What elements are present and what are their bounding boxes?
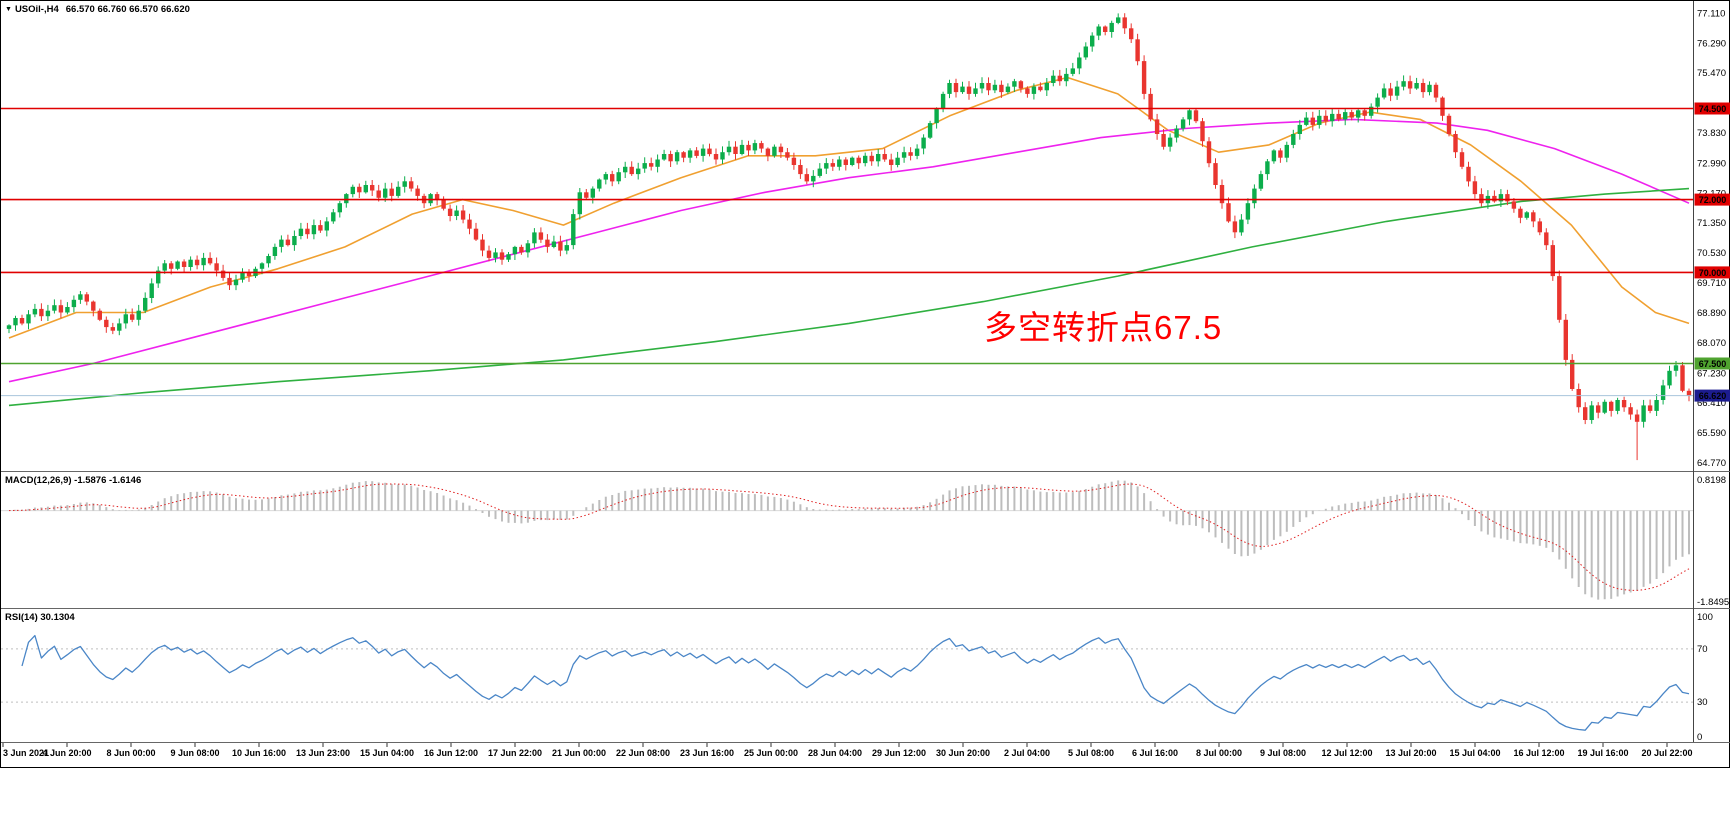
price-chip — [1694, 357, 1730, 370]
time-axis-label: 10 Jun 16:00 — [232, 748, 286, 758]
price-tick-label: 69.710 — [1697, 278, 1726, 289]
chart-annotation: 多空转折点67.5 — [984, 309, 1223, 346]
rsi-indicator-label: RSI(14) 30.1304 — [5, 612, 75, 623]
macd-axis-min: -1.8495 — [1697, 597, 1729, 608]
price-tick-label: 68.890 — [1697, 308, 1726, 319]
macd-pane: 0.8198 -1.8495 — [1, 475, 1729, 608]
time-axis-label: 17 Jun 22:00 — [488, 748, 542, 758]
price-tick-label: 68.070 — [1697, 338, 1726, 349]
chart-menu-icon[interactable]: ▼ — [5, 6, 12, 13]
ma-line-medium-magenta — [8, 118, 1690, 383]
price-tick-label: 76.290 — [1697, 38, 1726, 49]
svg-text:67.500: 67.500 — [1699, 359, 1727, 369]
ma-line-slow-green — [8, 187, 1690, 407]
ohlc-values: 66.570 66.760 66.570 66.620 — [65, 4, 190, 15]
time-axis-label: 23 Jun 16:00 — [680, 748, 734, 758]
rsi-pane: 100 70 30 0 — [1, 612, 1713, 743]
time-axis-label: 15 Jul 04:00 — [1449, 748, 1500, 758]
time-axis-label: 12 Jul 12:00 — [1321, 748, 1372, 758]
price-chip — [1694, 266, 1730, 279]
time-axis-label: 13 Jul 20:00 — [1385, 748, 1436, 758]
time-axis-label: 2 Jul 04:00 — [1004, 748, 1050, 758]
price-tick-label: 64.770 — [1697, 458, 1726, 469]
time-axis-label: 5 Jul 08:00 — [1068, 748, 1114, 758]
price-tick-label: 65.590 — [1697, 428, 1726, 439]
time-axis-label: 16 Jul 12:00 — [1513, 748, 1564, 758]
svg-text:66.620: 66.620 — [1699, 391, 1727, 401]
chart-window: 77.11076.29075.47073.83072.99072.17071.3… — [0, 0, 1730, 768]
svg-text:72.000: 72.000 — [1699, 195, 1727, 205]
time-axis-label: 30 Jun 20:00 — [936, 748, 990, 758]
time-axis-label: 28 Jun 04:00 — [808, 748, 862, 758]
time-axis-label: 6 Jul 16:00 — [1132, 748, 1178, 758]
chart-canvas[interactable]: 77.11076.29075.47073.83072.99072.17071.3… — [1, 1, 1730, 769]
svg-text:74.500: 74.500 — [1699, 104, 1727, 114]
macd-axis-max: 0.8198 — [1697, 475, 1726, 486]
price-chip — [1694, 193, 1730, 206]
time-axis-label: 8 Jun 00:00 — [106, 748, 155, 758]
ma-line-fast-orange — [8, 76, 1690, 339]
price-tick-label: 72.990 — [1697, 159, 1726, 170]
price-axis: 77.11076.29075.47073.83072.99072.17071.3… — [1694, 8, 1730, 469]
price-tick-label: 73.830 — [1697, 128, 1726, 139]
time-axis-label: 25 Jun 00:00 — [744, 748, 798, 758]
candlesticks — [6, 13, 1692, 461]
frame — [1, 1, 1730, 743]
price-tick-label: 70.530 — [1697, 248, 1726, 259]
time-axis-label: 9 Jun 08:00 — [170, 748, 219, 758]
symbol-period-label: USOil-,H4 — [14, 4, 59, 15]
rsi-axis-70: 70 — [1697, 644, 1708, 655]
rsi-line — [21, 634, 1690, 731]
price-chip — [1694, 102, 1730, 115]
moving-averages — [8, 76, 1690, 407]
time-axis-label: 8 Jul 00:00 — [1196, 748, 1242, 758]
time-axis-label: 19 Jul 16:00 — [1577, 748, 1628, 758]
time-axis-label: 22 Jun 08:00 — [616, 748, 670, 758]
time-axis-label: 3 Jun 2021 — [3, 748, 49, 758]
rsi-axis-0: 0 — [1697, 732, 1702, 743]
rsi-axis-100: 100 — [1697, 612, 1713, 623]
time-axis-label: 9 Jul 08:00 — [1260, 748, 1306, 758]
time-axis-label: 13 Jun 23:00 — [296, 748, 350, 758]
price-tick-label: 66.410 — [1697, 398, 1726, 409]
price-chip — [1694, 389, 1730, 402]
svg-text:70.000: 70.000 — [1699, 268, 1727, 278]
price-tick-label: 77.110 — [1697, 8, 1725, 19]
time-axis-label: 15 Jun 04:00 — [360, 748, 414, 758]
chart-header: ▼ USOil-,H4 66.570 66.760 66.570 66.620 — [5, 4, 190, 15]
price-tick-label: 67.230 — [1697, 368, 1726, 379]
horizontal-lines — [1, 107, 1693, 397]
time-axis-label: 29 Jun 12:00 — [872, 748, 926, 758]
macd-indicator-label: MACD(12,26,9) -1.5876 -1.6146 — [5, 475, 142, 486]
price-tick-label: 71.350 — [1697, 218, 1726, 229]
rsi-axis-30: 30 — [1697, 697, 1708, 708]
time-axis-label: 16 Jun 12:00 — [424, 748, 478, 758]
time-axis-label: 20 Jul 22:00 — [1641, 748, 1692, 758]
time-axis-label: 4 Jun 20:00 — [42, 748, 91, 758]
time-axis-label: 21 Jun 00:00 — [552, 748, 606, 758]
price-tick-label: 75.470 — [1697, 68, 1726, 79]
